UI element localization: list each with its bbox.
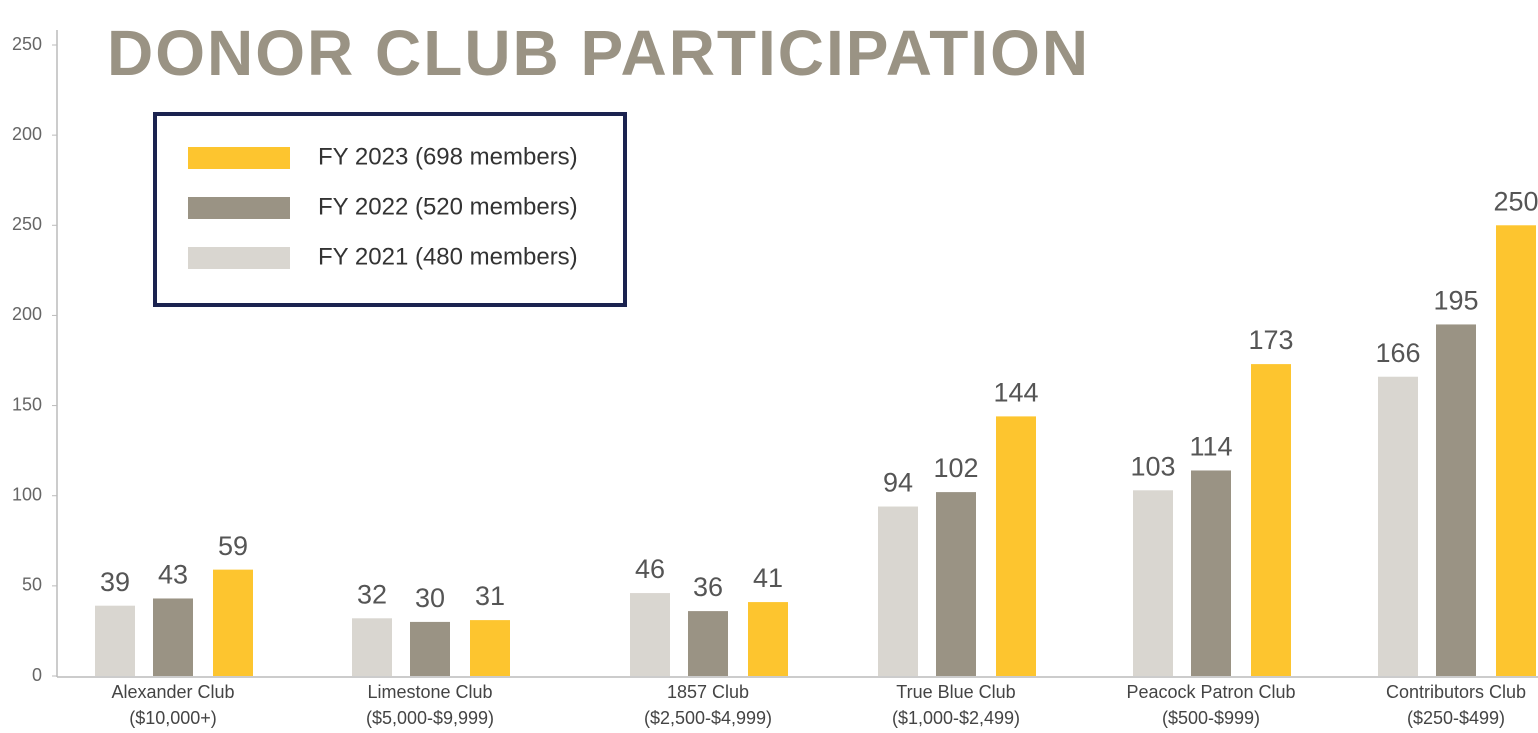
value-label: 102 [933, 453, 978, 483]
x-tick-label: ($1,000-$2,499) [892, 708, 1020, 728]
x-tick-label: ($250-$499) [1407, 708, 1505, 728]
legend-label: FY 2023 (698 members) [318, 143, 578, 170]
value-label: 36 [693, 572, 723, 602]
x-tick-label: Limestone Club [367, 682, 492, 702]
y-tick-label: 250 [12, 34, 42, 54]
bar [936, 492, 976, 676]
bar [748, 602, 788, 676]
bar [213, 569, 253, 676]
value-label: 32 [357, 579, 387, 609]
legend-swatch [188, 247, 290, 269]
bar [153, 598, 193, 676]
value-label: 173 [1248, 325, 1293, 355]
bar [95, 605, 135, 676]
y-tick-label: 50 [22, 575, 42, 595]
x-tick-label: Alexander Club [111, 682, 234, 702]
bar [352, 618, 392, 676]
bar [878, 506, 918, 676]
value-label: 250 [1493, 186, 1538, 216]
x-tick-label: ($10,000+) [129, 708, 217, 728]
y-tick-label: 150 [12, 394, 42, 414]
legend-swatch [188, 147, 290, 169]
value-label: 103 [1130, 451, 1175, 481]
bar [410, 621, 450, 676]
bar [996, 416, 1036, 676]
value-label: 46 [635, 554, 665, 584]
y-tick-label: 0 [32, 665, 42, 685]
bar [688, 611, 728, 676]
value-label: 41 [753, 563, 783, 593]
value-label: 94 [883, 468, 913, 498]
bar [1191, 470, 1231, 676]
y-tick-label: 250 [12, 214, 42, 234]
chart-title: DONOR CLUB PARTICIPATION [107, 17, 1090, 89]
x-tick-label: Contributors Club [1386, 682, 1526, 702]
y-tick-label: 100 [12, 484, 42, 504]
bar [470, 620, 510, 676]
legend-swatch [188, 197, 290, 219]
bar [630, 593, 670, 676]
x-tick-label: ($5,000-$9,999) [366, 708, 494, 728]
value-label: 166 [1375, 338, 1420, 368]
bar [1496, 225, 1536, 677]
value-label: 31 [475, 581, 505, 611]
value-label: 30 [415, 583, 445, 613]
value-label: 59 [218, 531, 248, 561]
bar [1378, 376, 1418, 676]
value-label: 195 [1433, 286, 1478, 316]
x-tick-label: Peacock Patron Club [1126, 682, 1295, 702]
value-label: 39 [100, 567, 130, 597]
value-label: 144 [993, 378, 1038, 408]
legend-label: FY 2021 (480 members) [318, 243, 578, 270]
bar [1133, 490, 1173, 676]
x-tick-label: True Blue Club [896, 682, 1015, 702]
x-tick-label: 1857 Club [667, 682, 749, 702]
legend-label: FY 2022 (520 members) [318, 193, 578, 220]
y-tick-label: 200 [12, 304, 42, 324]
bar [1251, 364, 1291, 676]
y-tick-label: 200 [12, 124, 42, 144]
bar [1436, 324, 1476, 676]
x-tick-label: ($2,500-$4,999) [644, 708, 772, 728]
x-tick-label: ($500-$999) [1162, 708, 1260, 728]
value-label: 43 [158, 560, 188, 590]
value-label: 114 [1189, 432, 1232, 462]
